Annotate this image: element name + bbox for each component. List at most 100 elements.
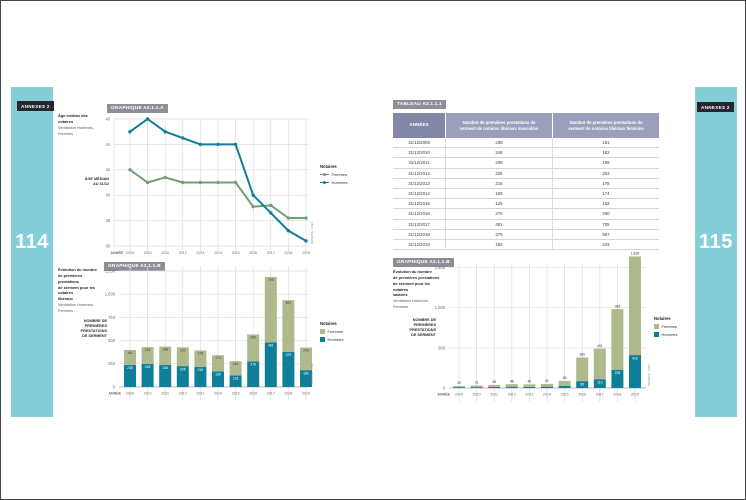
figure-caption: Évolution du nombre de premières prestat…	[393, 269, 440, 310]
svg-text:216: 216	[198, 368, 204, 372]
svg-text:2011: 2011	[161, 251, 169, 255]
legend-entry: Hommes	[320, 180, 348, 185]
page-number: 115	[699, 231, 733, 253]
table-header-row: ANNÉES Nombre de premières prestations de…	[393, 113, 659, 138]
svg-text:40: 40	[105, 193, 110, 198]
svg-text:557: 557	[286, 301, 292, 305]
svg-text:380: 380	[579, 353, 585, 357]
legend-entry: Femmes	[654, 324, 678, 329]
svg-text:2018: 2018	[284, 392, 292, 396]
svg-text:2012: 2012	[179, 251, 187, 255]
svg-text:705: 705	[268, 278, 274, 282]
square-swatch-icon	[654, 332, 659, 337]
svg-text:750: 750	[108, 315, 116, 320]
svg-text:983: 983	[615, 304, 621, 308]
svg-text:225: 225	[180, 367, 186, 371]
table-column-header: Nombre de premières prestations de serme…	[553, 113, 659, 138]
svg-text:1,250: 1,250	[105, 268, 116, 273]
legend-label: Hommes	[327, 337, 344, 342]
table-cell-value: 225	[445, 168, 552, 178]
figure-chip: GRAPHIQUE A2.1.1.B	[393, 258, 454, 267]
svg-text:2018: 2018	[284, 251, 292, 255]
table-cell-value: 238	[445, 158, 552, 168]
svg-text:36: 36	[105, 243, 110, 248]
svg-text:174: 174	[215, 356, 221, 360]
legend-entry: Hommes	[654, 332, 678, 337]
legend-entry: Femmes	[320, 172, 348, 177]
table-cell-date: 31/12/2017	[408, 221, 430, 227]
table-cell-date: 31/12/2013	[408, 180, 430, 186]
table-cell-value: 238	[445, 138, 552, 148]
svg-text:2013: 2013	[525, 393, 533, 397]
svg-text:250: 250	[108, 361, 116, 366]
figure-caption: Évolution du nombre de premières prestat…	[58, 267, 97, 314]
svg-text:500: 500	[108, 338, 116, 343]
svg-text:2016: 2016	[249, 392, 257, 396]
svg-text:182: 182	[145, 348, 151, 352]
table-row: 31/12/2016 276 290	[393, 209, 659, 220]
table-cell-value: 152	[552, 199, 659, 209]
svg-text:2019: 2019	[302, 392, 310, 396]
square-swatch-icon	[320, 337, 325, 342]
svg-text:2011: 2011	[490, 393, 498, 397]
svg-text:SOURCE : CSN: SOURCE : CSN	[310, 363, 314, 385]
table-cell-date: 31/12/2016	[408, 211, 430, 217]
legend-label: Femmes	[661, 324, 678, 329]
table-cell-date: 31/12/2012	[408, 170, 430, 176]
table-cell-value: 705	[552, 219, 659, 229]
svg-text:2012: 2012	[179, 392, 187, 396]
svg-text:178: 178	[198, 351, 204, 355]
svg-text:2018: 2018	[613, 393, 621, 397]
svg-text:2009: 2009	[126, 251, 134, 255]
svg-text:169: 169	[215, 373, 221, 377]
legend-label: Femmes	[327, 329, 344, 334]
table-row: 31/12/2018 379 557	[393, 229, 659, 240]
table-cell-value: 169	[445, 188, 552, 199]
svg-text:126: 126	[233, 377, 239, 381]
table-cell-value: 161	[552, 138, 659, 148]
svg-text:25: 25	[457, 381, 461, 385]
legend-title: Notaires	[320, 321, 337, 326]
svg-text:481: 481	[268, 344, 274, 348]
svg-text:38: 38	[492, 380, 496, 384]
svg-text:2010: 2010	[144, 251, 152, 255]
svg-text:2015: 2015	[561, 393, 569, 397]
svg-text:0: 0	[443, 385, 446, 390]
svg-text:2019: 2019	[631, 393, 639, 397]
legend-label: Hommes	[661, 332, 678, 337]
table-cell-date: 31/12/2011	[408, 160, 430, 166]
svg-text:228: 228	[615, 371, 621, 375]
page-strip: 114	[11, 87, 53, 417]
svg-text:1,639: 1,639	[631, 252, 640, 256]
svg-text:2019: 2019	[302, 251, 310, 255]
svg-text:2017: 2017	[596, 393, 604, 397]
table-column-header: ANNÉES	[393, 113, 445, 138]
figure-chip: TABLEAU A2.1.1.1	[393, 100, 447, 109]
figure-caption: Âge médian des notaires Ventilation Homm…	[58, 113, 104, 136]
y-axis-label: NOMBRE DE PREMIÈRES PRESTATIONS DE SERME…	[80, 319, 107, 339]
svg-text:379: 379	[286, 353, 292, 357]
svg-text:2017: 2017	[267, 251, 275, 255]
svg-text:2013: 2013	[196, 392, 204, 396]
stacked-bar-chart: 2009 2010 2011 2012 2013 2014 2015 2016 2017 2018…	[105, 267, 314, 401]
table-cell-date: 31/12/2010	[408, 150, 430, 156]
table-cell-date: 31/12/2015	[408, 201, 430, 207]
svg-text:1,000: 1,000	[435, 305, 446, 310]
annex-tab: ANNEXES 2	[17, 101, 54, 111]
svg-text:500: 500	[438, 345, 446, 350]
svg-text:ANNÉE: ANNÉE	[110, 250, 123, 255]
table-cell-value: 198	[552, 158, 659, 168]
svg-text:ANNÉE: ANNÉE	[437, 392, 450, 397]
svg-text:ANNÉE: ANNÉE	[108, 391, 121, 396]
table-cell-value: 248	[445, 148, 552, 158]
legend: Notaires Femmes Hommes	[320, 321, 344, 342]
y-axis-label: NOMBRE DE PREMIÈRES PRESTATIONS DE SERME…	[409, 318, 436, 338]
svg-text:2014: 2014	[214, 251, 222, 255]
svg-text:182: 182	[303, 371, 309, 375]
table-row: 31/12/2013 216 178	[393, 178, 659, 189]
svg-text:152: 152	[233, 362, 239, 366]
svg-text:203: 203	[180, 348, 186, 352]
svg-text:2011: 2011	[161, 392, 169, 396]
legend-title: Notaires	[654, 316, 671, 321]
square-swatch-icon	[654, 324, 659, 329]
